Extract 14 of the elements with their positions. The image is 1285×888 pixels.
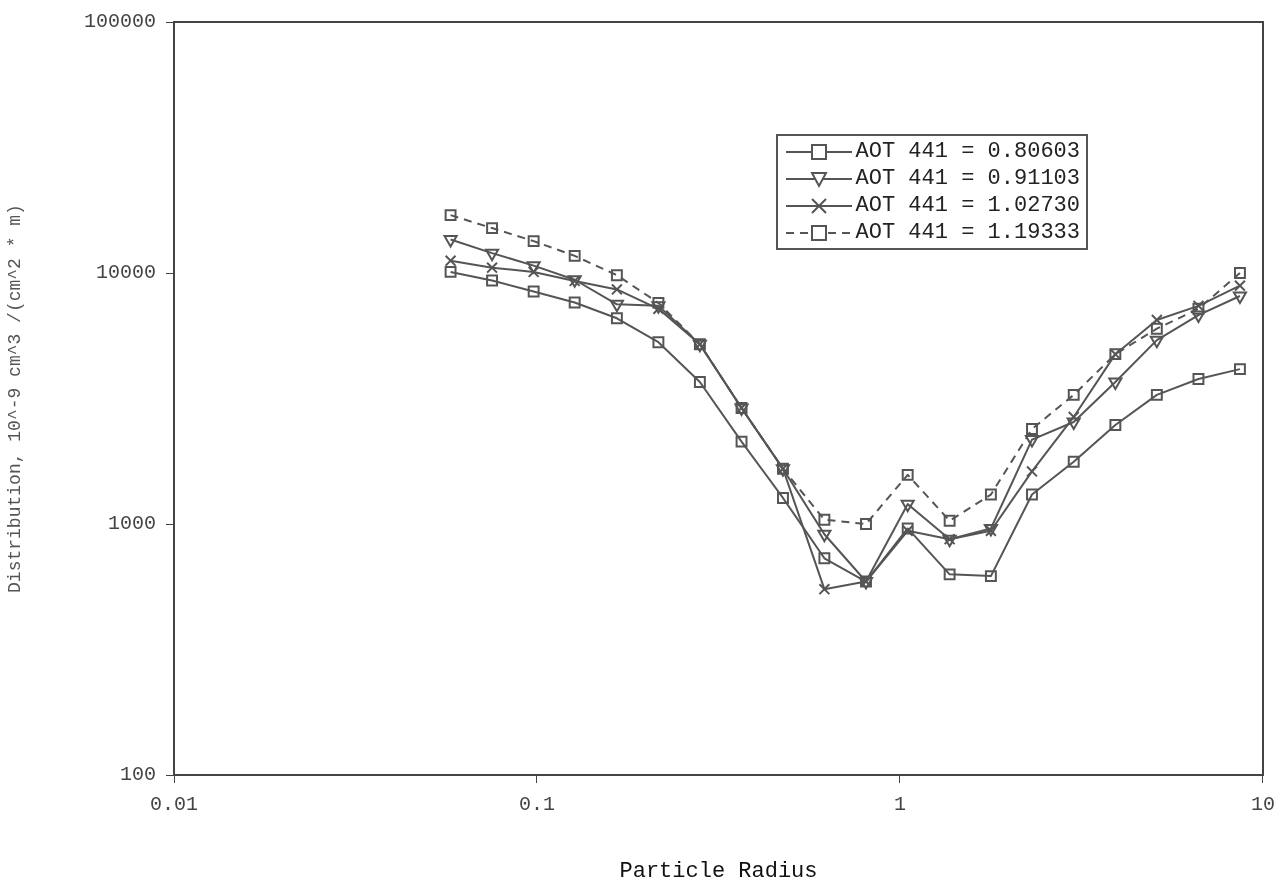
y-axis-title: Distribution, 10^-9 cm^3 /(cm^2 * m) [4,204,25,593]
x-tick-label: 0.01 [149,793,199,817]
y-tick-label: 1000 [107,512,156,536]
x-tick-label: 0.1 [518,793,556,817]
y-tick-label: 10000 [95,261,156,285]
x-tick-label: 1 [893,793,907,817]
x-axis-title: Particle Radius [619,858,818,884]
y-tick-label: 100000 [83,10,156,34]
legend-label: AOT 441 = 1.19333 [855,220,1080,245]
legend-label: AOT 441 = 0.91103 [855,166,1080,191]
y-tick-label: 100 [119,763,156,787]
legend-label: AOT 441 = 0.80603 [855,139,1080,164]
legend-label: AOT 441 = 1.02730 [855,193,1080,218]
x-tick-label: 10 [1250,793,1276,817]
